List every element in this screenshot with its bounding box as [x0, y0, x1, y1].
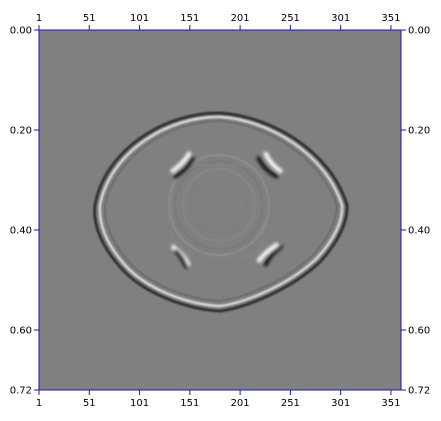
- x-tick-top-label: 1: [36, 13, 42, 24]
- inner-box: [171, 164, 265, 258]
- y-tick-left-label: 0.00: [10, 26, 32, 37]
- plot-frame: [38, 29, 402, 391]
- outer-wavefront-dark: [93, 111, 349, 313]
- cusp-bottom-right: [256, 242, 284, 267]
- x-tick-bottom-label: 1: [36, 398, 42, 409]
- cusp-top-right: [256, 151, 284, 179]
- x-tick-top-label: 51: [83, 13, 96, 24]
- outer-wavefront-light: [98, 115, 344, 308]
- x-tick-top-label: 201: [231, 13, 250, 24]
- x-tick-top-label: 301: [331, 13, 350, 24]
- y-tick-left-label: 0.72: [10, 386, 32, 397]
- inner-ring-2: [174, 160, 264, 250]
- y-tick-left-label: 0.60: [10, 326, 32, 337]
- y-axis-right: 0.00 0.20 0.40 0.60 0.72: [401, 26, 430, 397]
- y-tick-left-label: 0.20: [10, 126, 32, 137]
- x-axis-top: 1 51 101 151 201 251 301 351: [36, 13, 400, 30]
- wavefield-image: [93, 111, 349, 313]
- y-axis-left: 0.00 0.20 0.40 0.60 0.72: [10, 26, 39, 397]
- inner-ring-1: [168, 154, 270, 256]
- y-tick-right-label: 0.60: [408, 326, 430, 337]
- y-tick-right-label: 0.72: [408, 386, 430, 397]
- x-axis-bottom: 1 51 101 151 201 251 301 351: [36, 390, 400, 409]
- x-tick-bottom-label: 301: [331, 398, 350, 409]
- y-tick-left-label: 0.40: [10, 226, 32, 237]
- x-tick-bottom-label: 351: [381, 398, 400, 409]
- y-tick-right-label: 0.00: [408, 26, 430, 37]
- cusp-bottom-left: [170, 244, 191, 269]
- x-tick-bottom-label: 151: [180, 398, 199, 409]
- x-tick-bottom-label: 101: [130, 398, 149, 409]
- outer-wavefront-dark-inner: [104, 120, 338, 302]
- x-tick-top-label: 251: [281, 13, 300, 24]
- x-tick-bottom-label: 51: [83, 398, 96, 409]
- x-tick-top-label: 151: [180, 13, 199, 24]
- inner-ring-3: [182, 168, 256, 242]
- inner-ring-4: [190, 176, 248, 234]
- cusp-top-left: [169, 151, 195, 179]
- x-tick-bottom-label: 201: [231, 398, 250, 409]
- x-tick-bottom-label: 251: [281, 398, 300, 409]
- x-tick-top-label: 351: [381, 13, 400, 24]
- x-tick-top-label: 101: [130, 13, 149, 24]
- y-tick-right-label: 0.40: [408, 226, 430, 237]
- y-tick-right-label: 0.20: [408, 126, 430, 137]
